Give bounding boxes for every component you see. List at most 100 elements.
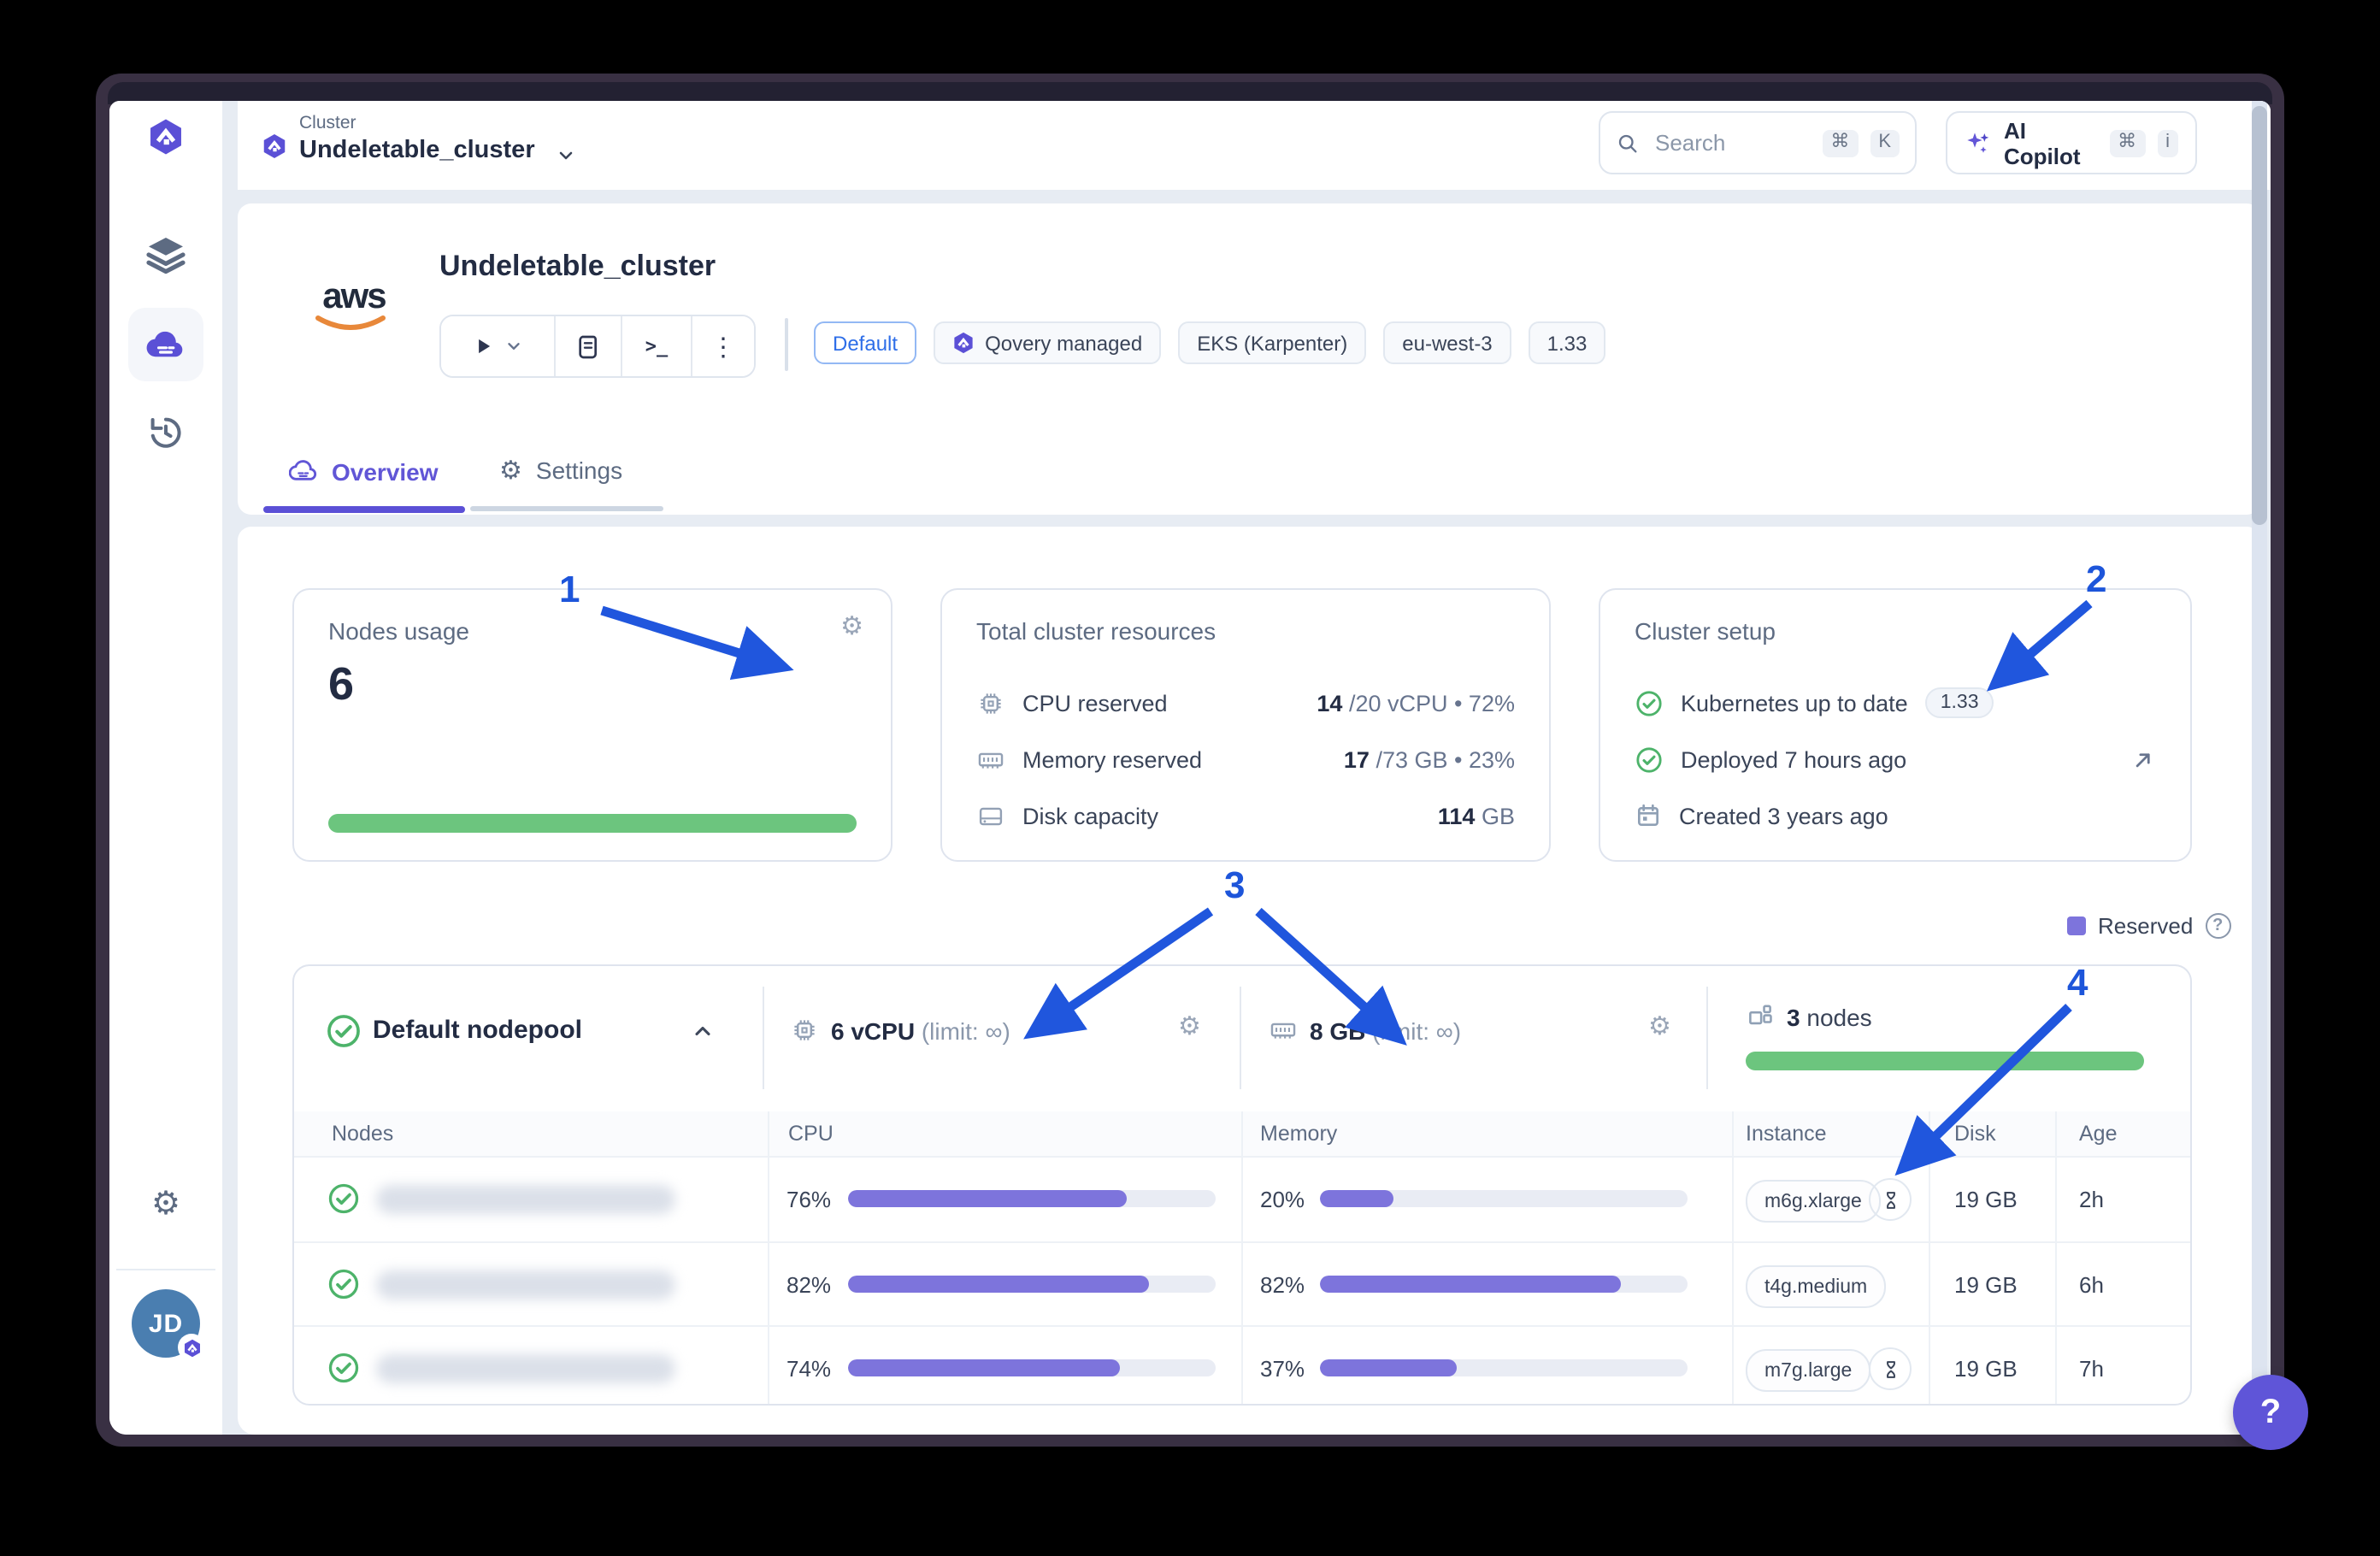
header-divider	[785, 318, 788, 371]
nodes-usage-card: Nodes usage ⚙ 6	[292, 588, 892, 862]
sidebar: ⚙ JD	[109, 101, 222, 1435]
inactive-tab-underline	[470, 506, 663, 510]
ai-copilot-label: AI Copilot	[2004, 117, 2081, 168]
instance-type-badge: m6g.xlarge	[1746, 1180, 1881, 1223]
layers-icon	[145, 234, 186, 275]
pool-divider	[1706, 987, 1708, 1089]
calendar-icon	[1635, 802, 1662, 829]
sparkles-icon	[1965, 129, 1992, 156]
memory-reserved-label: Memory reserved	[1022, 746, 1203, 772]
avatar-qovery-badge-icon	[178, 1334, 205, 1361]
more-options-button[interactable]: ⋮	[692, 316, 754, 376]
col-disk: Disk	[1954, 1122, 1996, 1146]
search-input[interactable]	[1652, 128, 1811, 157]
gear-icon[interactable]: ⚙	[1178, 1012, 1201, 1041]
cpu-chip-icon	[790, 1016, 819, 1045]
k-key-chip: K	[1870, 129, 1900, 156]
disk-icon	[976, 801, 1005, 830]
nodepool-panel: Default nodepool 6 vCPU (limit: ∞) ⚙ 8 G…	[292, 964, 2192, 1406]
memory-icon	[1269, 1016, 1298, 1045]
cluster-badges: Default Qovery managed EKS (Karpenter) e…	[814, 321, 1606, 364]
cpu-reserved-label: CPU reserved	[1022, 690, 1168, 716]
cpu-percent: 82%	[786, 1272, 832, 1298]
pool-divider	[1240, 987, 1241, 1089]
column-divider	[768, 1111, 769, 1404]
avatar[interactable]: JD	[132, 1289, 205, 1361]
table-row[interactable]: 82% 82% t4g.medium 19 GB 6h	[294, 1241, 2190, 1327]
search-box[interactable]: ⌘ K	[1599, 111, 1917, 174]
aws-logo: aws	[313, 279, 395, 354]
memory-bar	[1320, 1359, 1688, 1376]
external-link-icon[interactable]	[2130, 746, 2156, 772]
tab-overview[interactable]: Overview	[289, 457, 439, 486]
cluster-switcher[interactable]: Undeletable_cluster	[299, 137, 535, 164]
created-label: Created 3 years ago	[1679, 803, 1888, 828]
sidebar-item-environments[interactable]	[144, 233, 188, 277]
qovery-managed-badge: Qovery managed	[934, 321, 1162, 364]
cpu-percent: 74%	[786, 1356, 832, 1382]
nodes-grid-icon	[1746, 1002, 1775, 1031]
gear-icon[interactable]: ⚙	[1648, 1012, 1671, 1041]
app-window: ⚙ JD Cluster Und	[96, 74, 2308, 1450]
qovery-console: ⚙ JD Cluster Und	[109, 101, 2271, 1435]
overview-content-panel: Nodes usage ⚙ 6 Total cluster resources …	[238, 527, 2260, 1435]
card-title: Nodes usage	[328, 617, 470, 645]
table-row[interactable]: 74% 37% m7g.large 19 GB 7h	[294, 1325, 2190, 1404]
reserved-label: Reserved	[2098, 913, 2194, 939]
col-memory: Memory	[1260, 1122, 1338, 1146]
table-row[interactable]: 76% 20% m6g.xlarge 19 GB 2h	[294, 1156, 2190, 1241]
scrollbar-thumb[interactable]	[2252, 106, 2267, 525]
chevron-down-icon	[504, 337, 523, 356]
help-circle-icon[interactable]: ?	[2205, 913, 2231, 939]
tab-settings[interactable]: ⚙ Settings	[499, 456, 623, 485]
cluster-setup-card: Cluster setup Kubernetes up to date 1.33…	[1599, 588, 2192, 862]
deploy-button[interactable]	[441, 316, 556, 376]
nodepool-status-icon	[325, 1012, 362, 1050]
help-button[interactable]: ?	[2233, 1375, 2308, 1450]
node-status-icon	[327, 1267, 361, 1301]
aws-smile-arc	[315, 315, 386, 330]
spot-instance-badge	[1869, 1178, 1912, 1221]
active-tab-underline	[263, 506, 465, 512]
card-title: Total cluster resources	[976, 617, 1217, 645]
gear-icon[interactable]: ⚙	[840, 612, 863, 641]
main-area: Cluster Undeletable_cluster ⌘ K AI Copil…	[238, 101, 2271, 1435]
scrollbar-track[interactable]	[2252, 101, 2267, 1435]
sidebar-item-clusters[interactable]	[128, 308, 203, 381]
nodepool-name: Default nodepool	[373, 1016, 582, 1045]
qovery-logo-icon[interactable]	[147, 118, 185, 156]
logs-button[interactable]	[556, 316, 622, 376]
cluster-actions: >_ ⋮	[439, 315, 756, 378]
cpu-bar	[848, 1359, 1216, 1376]
eks-badge: EKS (Karpenter)	[1178, 321, 1367, 364]
nodes-usage-bar	[328, 814, 857, 833]
cpu-bar	[848, 1190, 1216, 1207]
sidebar-settings-button[interactable]: ⚙	[145, 1183, 186, 1224]
disk-capacity-label: Disk capacity	[1022, 803, 1159, 828]
avatar-initials: JD	[148, 1309, 184, 1338]
kebab-icon: ⋮	[710, 333, 736, 362]
collapse-chevron-up-icon[interactable]	[691, 1019, 715, 1043]
memory-bar	[1320, 1276, 1688, 1293]
script-icon	[574, 333, 602, 360]
memory-percent: 82%	[1260, 1272, 1305, 1298]
sidebar-divider	[116, 1269, 215, 1270]
top-header: Cluster Undeletable_cluster ⌘ K AI Copil…	[238, 101, 2271, 190]
reserved-color-swatch	[2067, 917, 2086, 935]
spot-instance-badge	[1869, 1347, 1912, 1390]
search-icon	[1616, 131, 1640, 155]
reserved-legend: Reserved ?	[2067, 913, 2231, 939]
hourglass-icon	[1878, 1188, 1902, 1211]
node-status-icon	[327, 1351, 361, 1385]
column-divider	[1241, 1111, 1243, 1404]
chevron-down-icon[interactable]	[556, 145, 576, 166]
shell-button[interactable]: >_	[622, 316, 692, 376]
instance-type-badge: t4g.medium	[1746, 1265, 1887, 1308]
region-badge: eu-west-3	[1383, 321, 1511, 364]
ai-copilot-button[interactable]: AI Copilot ⌘ i	[1946, 111, 2197, 174]
node-name-redacted	[376, 1185, 675, 1214]
breadcrumb-qovery-icon	[262, 133, 287, 159]
sidebar-item-audit-logs[interactable]	[145, 412, 186, 453]
cluster-header-panel: aws Undeletable_cluster	[238, 203, 2260, 515]
